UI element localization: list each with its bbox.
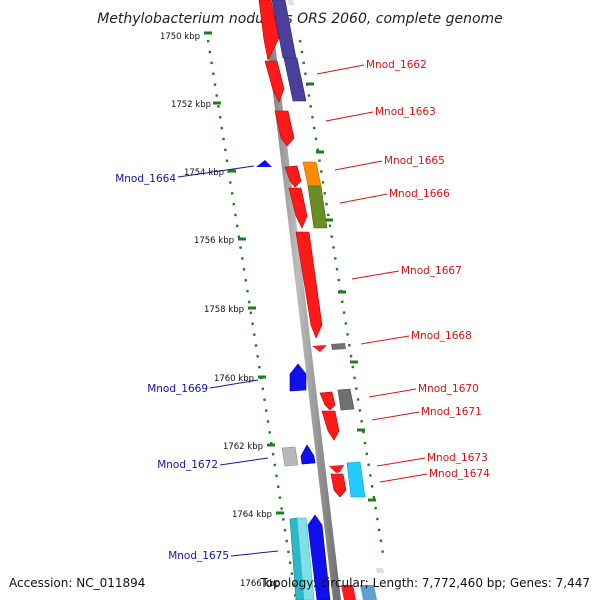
gene-features [256, 0, 384, 600]
tick-label: 1762 kbp [223, 442, 263, 452]
gene-mnod-1675-cyan-b[interactable] [296, 517, 315, 600]
gene-mnod-1670-red[interactable] [319, 391, 336, 411]
gene-mnod-1674-cyan[interactable] [346, 461, 366, 498]
gene-mnod-1662-block[interactable] [283, 57, 307, 102]
gene-label-mnod-1664[interactable]: Mnod_1664 [115, 173, 176, 185]
gene-label-mnod-1666[interactable]: Mnod_1666 [389, 188, 450, 200]
gene-mnod-1673[interactable] [329, 465, 344, 473]
tick-label: 1752 kbp [171, 100, 211, 110]
gene-mnod-1663[interactable] [274, 110, 295, 147]
genome-backbone [262, 0, 341, 600]
gene-labels: Mnod_1662 Mnod_1663 Mnod_1665 Mnod_1666 … [115, 59, 490, 562]
tick-label: 1756 kbp [194, 236, 234, 246]
gene-label-mnod-1665[interactable]: Mnod_1665 [384, 155, 445, 167]
gene-mnod-1665-orange[interactable] [302, 161, 322, 187]
gene-label-mnod-1675[interactable]: Mnod_1675 [168, 550, 229, 562]
gene-mnod-1675-blue[interactable] [307, 514, 331, 600]
tick-label: 1764 kbp [232, 510, 272, 520]
tick-label: 1758 kbp [204, 305, 244, 315]
tick-label: 1760 kbp [214, 374, 254, 384]
gene-mnod-1662-arrow[interactable] [264, 60, 285, 103]
gene-label-mnod-1663[interactable]: Mnod_1663 [375, 106, 436, 118]
gene-mnod-1671[interactable] [321, 410, 340, 441]
tick-label: 1766 kbp [240, 579, 280, 589]
gene-mnod-1672-blue[interactable] [300, 444, 316, 465]
gene-label-mnod-1672[interactable]: Mnod_1672 [157, 459, 218, 471]
gene-mnod-1666-olive[interactable] [307, 185, 328, 229]
gene-mnod-1674-red[interactable] [330, 473, 347, 498]
gene-label-mnod-1673[interactable]: Mnod_1673 [427, 452, 488, 464]
gene-mnod-1669[interactable] [289, 363, 307, 392]
gene-block-bottom[interactable] [360, 585, 377, 600]
gene-marker-small [288, 0, 294, 5]
label-leaders [177, 64, 428, 557]
gene-label-mnod-1669[interactable]: Mnod_1669 [147, 383, 208, 395]
gene-mnod-1666-red[interactable] [288, 187, 308, 229]
gene-marker-small [376, 568, 384, 573]
gene-label-mnod-1667[interactable]: Mnod_1667 [401, 265, 462, 277]
genome-title: Methylobacterium nodulans ORS 2060, comp… [97, 11, 503, 27]
accession-text: Accession: NC_011894 [9, 576, 145, 590]
tick-label: 1750 kbp [160, 32, 200, 42]
gene-mnod-1672-lightgray[interactable] [281, 446, 299, 467]
gene-mnod-1667[interactable] [295, 231, 323, 339]
gene-mnod-1668-gray[interactable] [331, 343, 346, 350]
gene-label-mnod-1671[interactable]: Mnod_1671 [421, 406, 482, 418]
gene-label-mnod-1668[interactable]: Mnod_1668 [411, 330, 472, 342]
gene-arrow-forward[interactable] [258, 0, 280, 61]
gene-mnod-1668-red[interactable] [312, 345, 327, 352]
topology-text: Topology: circular; Length: 7,772,460 bp… [259, 576, 590, 590]
gene-label-mnod-1674[interactable]: Mnod_1674 [429, 468, 490, 480]
gene-arrow-bottom[interactable] [341, 585, 356, 600]
gene-label-mnod-1662[interactable]: Mnod_1662 [366, 59, 427, 71]
coordinate-ruler: 1750 kbp 1752 kbp 1754 kbp 1756 kbp 1758… [160, 31, 376, 589]
gene-mnod-1664[interactable] [256, 160, 272, 167]
gene-mnod-1665-red[interactable] [284, 165, 302, 188]
gene-label-mnod-1670[interactable]: Mnod_1670 [418, 383, 479, 395]
gene-mnod-1670-gray[interactable] [337, 388, 355, 411]
